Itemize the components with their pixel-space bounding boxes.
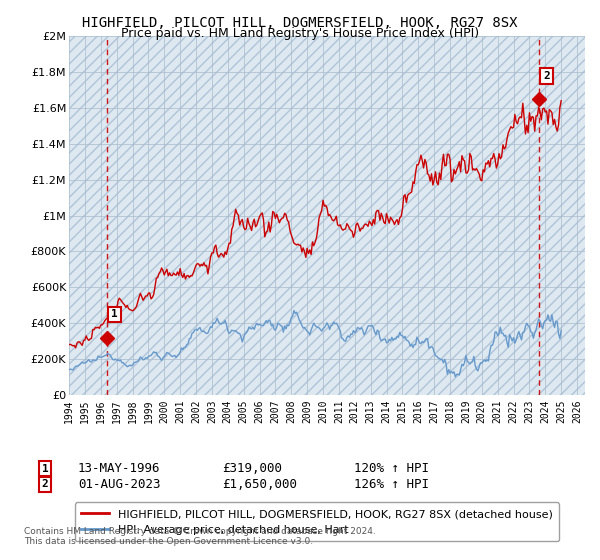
Text: HIGHFIELD, PILCOT HILL, DOGMERSFIELD, HOOK, RG27 8SX: HIGHFIELD, PILCOT HILL, DOGMERSFIELD, HO…: [82, 16, 518, 30]
Text: 13-MAY-1996: 13-MAY-1996: [78, 462, 161, 475]
Text: 1: 1: [111, 309, 118, 319]
Text: Contains HM Land Registry data © Crown copyright and database right 2024.
This d: Contains HM Land Registry data © Crown c…: [24, 526, 376, 546]
Legend: HIGHFIELD, PILCOT HILL, DOGMERSFIELD, HOOK, RG27 8SX (detached house), HPI: Aver: HIGHFIELD, PILCOT HILL, DOGMERSFIELD, HO…: [74, 502, 559, 542]
Text: 120% ↑ HPI: 120% ↑ HPI: [354, 462, 429, 475]
Text: Price paid vs. HM Land Registry's House Price Index (HPI): Price paid vs. HM Land Registry's House …: [121, 27, 479, 40]
Text: 2: 2: [543, 71, 550, 81]
Text: £1,650,000: £1,650,000: [222, 478, 297, 491]
Text: 01-AUG-2023: 01-AUG-2023: [78, 478, 161, 491]
Text: £319,000: £319,000: [222, 462, 282, 475]
Text: 126% ↑ HPI: 126% ↑ HPI: [354, 478, 429, 491]
Text: 1: 1: [41, 464, 49, 474]
Text: 2: 2: [41, 479, 49, 489]
